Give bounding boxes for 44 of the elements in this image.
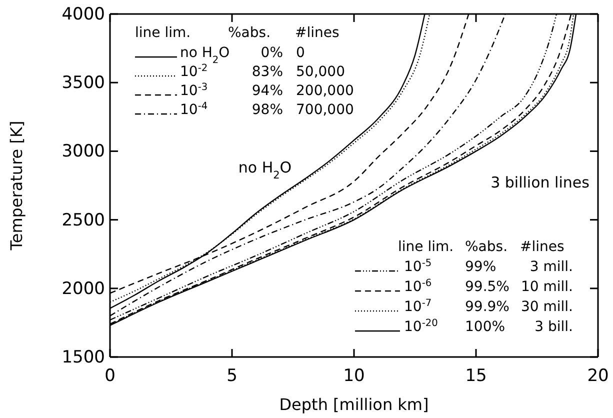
x-tick-label: 5 (226, 366, 238, 386)
annotation: #lines (295, 24, 340, 41)
annotation: 10 mill. (520, 278, 573, 295)
annotation: 0 (296, 44, 305, 61)
annotation: 83% (252, 64, 283, 80)
legend-label: 10$^{-2}$ (180, 62, 208, 80)
annotation: no H$_{2}$O (238, 158, 292, 182)
y-tick-label: 4000 (62, 4, 105, 24)
annotation: 99.9% (465, 298, 510, 315)
annotation: 3 billion lines (490, 173, 590, 192)
x-axis-title: Depth [million km] (279, 395, 429, 414)
annotation: 50,000 (296, 64, 345, 80)
y-tick-label: 2000 (62, 278, 105, 299)
y-tick-label: 3000 (62, 142, 105, 162)
legend-label: 10$^{-20}$ (404, 317, 438, 335)
x-tick-label: 10 (343, 366, 365, 386)
y-tick-label: 3500 (62, 73, 105, 94)
annotation: 30 mill. (520, 298, 573, 315)
annotation: line lim. (135, 24, 191, 41)
annotation: 99.5% (465, 278, 510, 295)
y-axis-title: Temperature [K] (7, 120, 26, 252)
annotation: 3 bill. (534, 318, 573, 335)
annotation: 700,000 (296, 102, 354, 118)
legend-label: 10$^{-6}$ (404, 277, 432, 295)
annotation: %abs. (228, 24, 271, 41)
legend-label: 10$^{-4}$ (180, 100, 208, 118)
x-tick-label: 20 (587, 366, 609, 386)
annotation: 98% (252, 102, 283, 118)
y-tick-label: 2500 (62, 210, 105, 230)
annotation: 200,000 (296, 82, 354, 99)
annotation: line lim. (398, 238, 454, 255)
legend-label: 10$^{-5}$ (404, 257, 432, 275)
annotation: 3 mill. (530, 258, 573, 275)
annotation: 99% (465, 258, 496, 275)
x-tick-label: 15 (465, 366, 487, 386)
annotation: 94% (252, 82, 283, 99)
annotation: 0% (260, 44, 283, 61)
annotation: 100% (465, 318, 506, 335)
y-tick-label: 1500 (62, 347, 105, 368)
annotation: %abs. (465, 238, 508, 255)
annotation: #lines (520, 238, 564, 255)
legend-label: 10$^{-3}$ (180, 81, 208, 99)
x-tick-label: 0 (104, 366, 116, 386)
legend-label: 10$^{-7}$ (404, 297, 432, 315)
